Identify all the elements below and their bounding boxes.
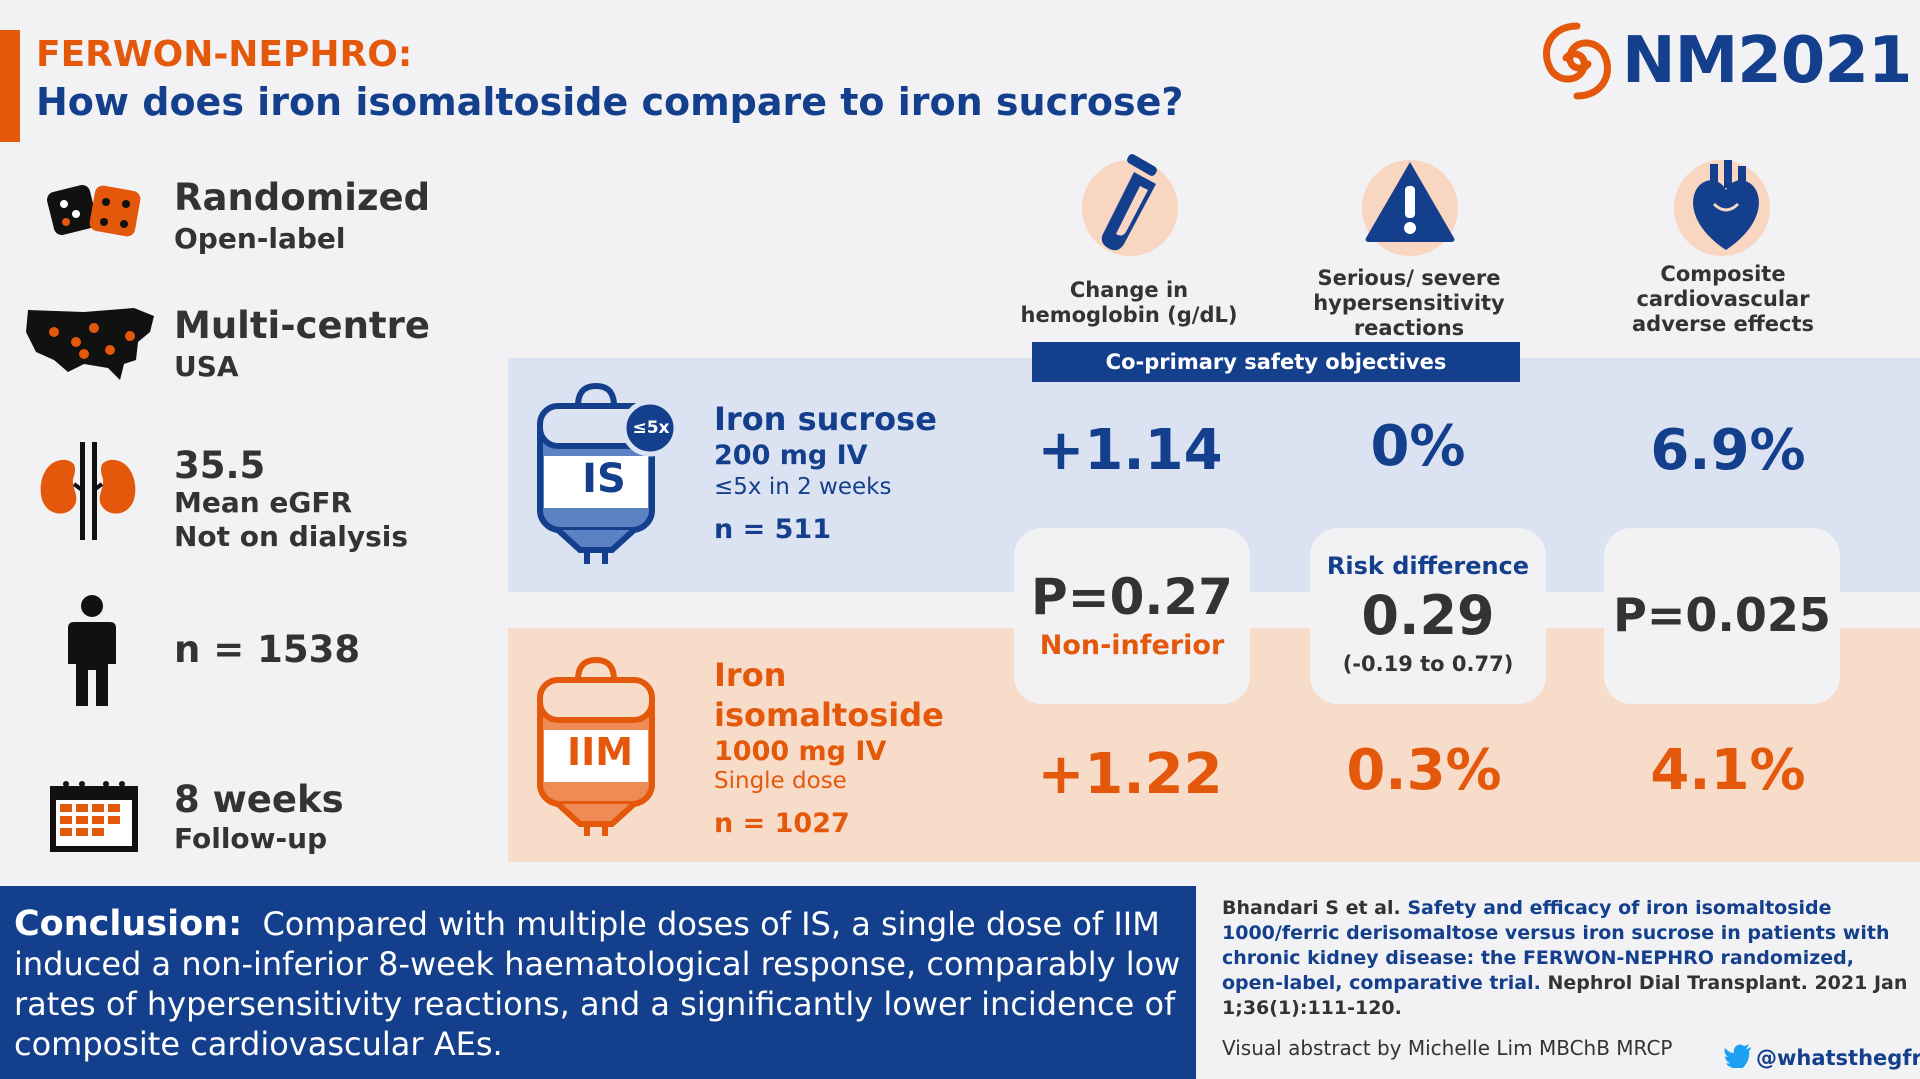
is-dose-badge: ≤5x <box>632 418 670 438</box>
iim-hb-change: +1.22 <box>1037 742 1223 807</box>
nm-logo-swirl-icon <box>1543 22 1611 100</box>
egfr-label: Mean eGFR <box>174 486 353 519</box>
col-hyp-line2: hypersensitivity <box>1313 291 1505 315</box>
is-n: n = 511 <box>714 514 832 545</box>
is-bag-label: IS <box>582 456 626 502</box>
total-n: n = 1538 <box>174 628 361 671</box>
col-hyp-line3: reactions <box>1353 316 1465 340</box>
usa-map-icon <box>26 308 154 380</box>
is-dose: 200 mg IV <box>714 440 868 471</box>
col-hb-line2: hemoglobin (g/dL) <box>1020 303 1238 327</box>
iim-cv-rate: 4.1% <box>1650 738 1806 803</box>
calendar-icon <box>50 781 138 852</box>
hb-non-inferior: Non-inferior <box>1039 630 1225 661</box>
visual-abstract-credit: Visual abstract by Michelle Lim MBChB MR… <box>1222 1036 1673 1060</box>
is-hypersensitivity-rate: 0% <box>1370 414 1466 479</box>
hb-p-value: P=0.27 <box>1031 568 1233 626</box>
design-randomized: Randomized <box>174 176 431 219</box>
col-cv-line3: adverse effects <box>1631 312 1815 336</box>
dialysis-status: Not on dialysis <box>174 520 409 553</box>
co-primary-objectives-banner: Co-primary safety objectives <box>1032 342 1520 382</box>
is-iv-bag-icon <box>537 382 674 564</box>
hyp-stat-card: Risk difference 0.29 (-0.19 to 0.77) <box>1310 528 1546 704</box>
follow-up-duration: 8 weeks <box>174 778 344 821</box>
col-cv-line1: Composite <box>1660 262 1786 286</box>
hb-stat-card: P=0.27 Non-inferior <box>1014 528 1250 704</box>
is-cv-rate: 6.9% <box>1650 418 1806 483</box>
is-schedule: ≤5x in 2 weeks <box>714 474 892 500</box>
conclusion-label: Conclusion: <box>14 904 243 944</box>
title-accent-bar <box>0 30 20 142</box>
nm2021-logo: NM2021 <box>1622 24 1912 98</box>
iim-iv-bag-icon <box>537 656 655 836</box>
col-hyp-line1: Serious/ severe <box>1317 266 1501 290</box>
conclusion-text: Compared with multiple doses of IS, a si… <box>14 905 1181 1063</box>
is-name: Iron sucrose <box>714 400 937 438</box>
heart-icon <box>1693 160 1759 250</box>
iim-hypersensitivity-rate: 0.3% <box>1346 738 1502 803</box>
reference-title[interactable]: Safety and efficacy of iron isomaltoside… <box>1222 897 1890 994</box>
warning-icon <box>1365 162 1455 242</box>
risk-difference-label: Risk difference <box>1326 552 1530 580</box>
iim-n: n = 1027 <box>714 808 850 839</box>
design-multi-centre: Multi-centre <box>174 304 430 347</box>
col-cv-line2: cardiovascular <box>1636 287 1810 311</box>
iim-schedule: Single dose <box>714 768 847 794</box>
reference-journal: Nephrol Dial Transplant. 2021 Jan 1;36(1… <box>1222 972 1908 1019</box>
egfr-value: 35.5 <box>174 444 266 487</box>
reference-authors: Bhandari S et al. <box>1222 897 1401 919</box>
is-hb-change: +1.14 <box>1037 418 1223 483</box>
cv-stat-card: P=0.025 <box>1604 528 1840 704</box>
risk-difference-value: 0.29 <box>1361 584 1495 647</box>
iim-bag-label: IIM <box>566 730 634 774</box>
follow-up-label: Follow-up <box>174 822 328 855</box>
conclusion-box: Conclusion: Compared with multiple doses… <box>0 886 1196 1079</box>
kidney-icon <box>40 442 136 540</box>
cv-p-value: P=0.025 <box>1613 588 1831 642</box>
twitter-handle[interactable]: @whatsthegfr <box>1756 1046 1920 1070</box>
iim-name-line2: isomaltoside <box>714 696 944 734</box>
page-title: How does iron isomaltoside compare to ir… <box>36 80 1184 124</box>
iim-name-line1: Iron <box>714 656 787 694</box>
dice-icon <box>47 185 141 237</box>
iim-dose: 1000 mg IV <box>714 736 887 767</box>
design-country: USA <box>174 350 239 383</box>
col-hb-line1: Change in <box>1069 278 1189 302</box>
test-tube-icon <box>1101 154 1157 251</box>
person-icon <box>68 595 116 706</box>
risk-difference-ci: (-0.19 to 0.77) <box>1342 652 1514 676</box>
twitter-bird-icon <box>1724 1044 1751 1068</box>
design-open-label: Open-label <box>174 222 346 255</box>
study-name: FERWON-NEPHRO: <box>36 34 413 75</box>
reference: Bhandari S et al. Safety and efficacy of… <box>1222 896 1912 1021</box>
